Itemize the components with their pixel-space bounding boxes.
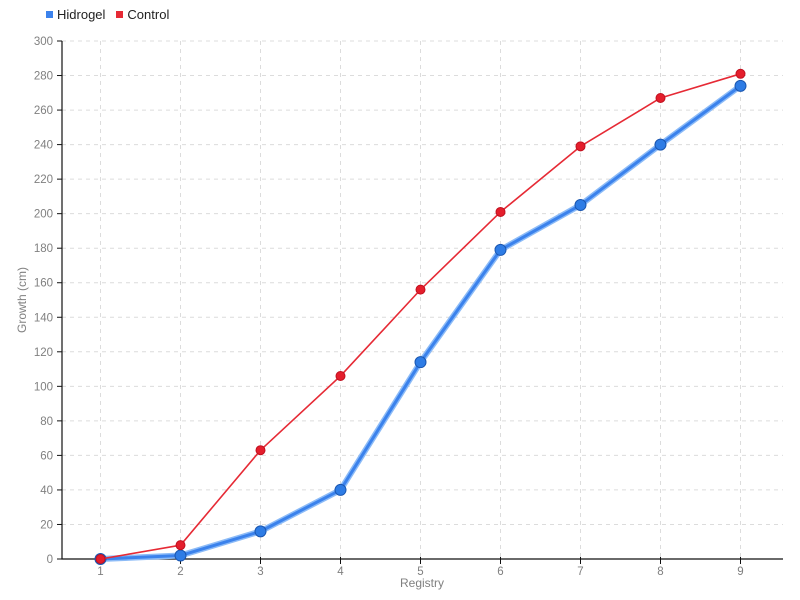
data-point-hidrogel[interactable] [654, 138, 667, 151]
y-axis-tick-label: 20 [40, 519, 53, 531]
y-axis-tick-label: 100 [34, 381, 53, 393]
data-point-control[interactable] [575, 141, 586, 152]
y-axis-tick-label: 120 [34, 347, 53, 359]
x-axis-tick-label: 6 [497, 566, 503, 578]
x-axis-tick-label: 8 [657, 566, 663, 578]
x-axis-tick-label: 2 [177, 566, 183, 578]
data-point-hidrogel[interactable] [494, 243, 507, 256]
y-axis-tick-label: 300 [34, 36, 53, 48]
x-axis-tick-label: 1 [97, 566, 103, 578]
data-point-control[interactable] [415, 284, 426, 295]
data-point-hidrogel[interactable] [174, 549, 187, 562]
data-point-control[interactable] [335, 370, 346, 381]
y-axis-tick-label: 80 [40, 416, 53, 428]
legend-swatch-hidrogel [46, 11, 53, 18]
y-axis-tick-label: 220 [34, 174, 53, 186]
y-axis-tick-label: 140 [34, 312, 53, 324]
y-axis-tick-label: 40 [40, 485, 53, 497]
data-point-control[interactable] [175, 540, 186, 551]
legend: Hidrogel Control [46, 7, 169, 22]
legend-swatch-control [116, 11, 124, 18]
x-axis-tick-label: 5 [417, 566, 423, 578]
y-axis-tick-label: 0 [47, 554, 53, 566]
y-axis-tick-label: 160 [34, 278, 53, 290]
y-axis-tick-label: 280 [34, 71, 53, 83]
legend-label: Hidrogel [57, 7, 106, 22]
data-point-control[interactable] [95, 554, 106, 564]
data-point-hidrogel[interactable] [334, 483, 347, 496]
data-point-hidrogel[interactable] [414, 356, 427, 369]
x-axis-title: Registry [399, 576, 445, 590]
x-axis-tick-label: 3 [257, 566, 263, 578]
legend-label: Control [127, 7, 170, 22]
data-point-control[interactable] [255, 445, 266, 456]
x-axis-tick-label: 7 [577, 566, 583, 578]
x-axis-tick-label: 4 [337, 566, 344, 578]
y-axis-title: Growth (cm) [15, 267, 29, 333]
data-point-hidrogel[interactable] [574, 199, 587, 212]
y-axis-tick-label: 260 [34, 105, 53, 117]
data-point-hidrogel[interactable] [734, 79, 747, 92]
y-axis-tick-label: 200 [34, 209, 53, 221]
axes [61, 41, 783, 560]
data-point-control[interactable] [655, 92, 666, 103]
legend-item-control[interactable]: Control [116, 7, 169, 22]
data-point-control[interactable] [495, 206, 506, 217]
y-axis-tick-label: 60 [40, 450, 53, 462]
y-axis-tick-label: 240 [34, 140, 53, 152]
data-point-hidrogel[interactable] [254, 525, 267, 538]
data-point-control[interactable] [735, 68, 746, 79]
y-axis-tick-label: 180 [34, 243, 53, 255]
x-axis-tick-label: 9 [737, 566, 743, 578]
legend-item-hidrogel[interactable]: Hidrogel [46, 7, 105, 22]
